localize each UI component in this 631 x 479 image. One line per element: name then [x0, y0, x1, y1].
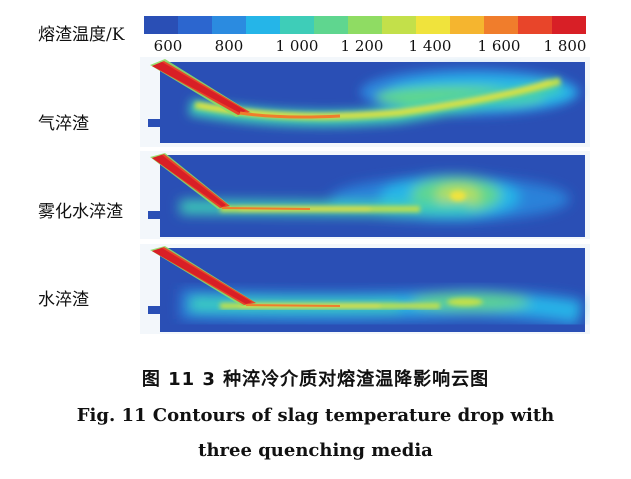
- temperature-colorbar: [144, 16, 586, 34]
- colorbar-segment: [450, 16, 484, 34]
- colorbar-tick: 600: [153, 37, 183, 55]
- colorbar-tick: 1 400: [408, 37, 452, 55]
- contour-panel-water-quench: [140, 244, 590, 334]
- panel-label-gas-quench: 气淬渣: [38, 114, 89, 134]
- colorbar-segment: [552, 16, 586, 34]
- colorbar-tick: 800: [214, 37, 244, 55]
- colorbar-tick: 1 800: [543, 37, 587, 55]
- colorbar-segment: [280, 16, 314, 34]
- colorbar-tick: 1 600: [477, 37, 521, 55]
- colorbar-segment: [416, 16, 450, 34]
- contour-panel-gas-quench: [140, 57, 590, 147]
- figure-caption-chinese: 图 11 3 种淬冷介质对熔渣温降影响云图: [141, 369, 490, 390]
- panel-label-atomized-water-quench: 雾化水淬渣: [38, 202, 123, 222]
- colorbar-segment: [212, 16, 246, 34]
- legend-title: 熔渣温度/K: [38, 25, 125, 45]
- colorbar-segment: [314, 16, 348, 34]
- colorbar-segment: [144, 16, 178, 34]
- colorbar-tick: 1 000: [275, 37, 319, 55]
- colorbar-segment: [178, 16, 212, 34]
- colorbar-segment: [246, 16, 280, 34]
- colorbar-segment: [348, 16, 382, 34]
- panel-label-water-quench: 水淬渣: [38, 290, 89, 310]
- colorbar-segment: [484, 16, 518, 34]
- figure-caption-english-line1: Fig. 11 Contours of slag temperature dro…: [76, 405, 555, 426]
- colorbar-segment: [382, 16, 416, 34]
- colorbar-tick: 1 200: [340, 37, 384, 55]
- figure-caption-english-line2: three quenching media: [198, 440, 433, 461]
- colorbar-segment: [518, 16, 552, 34]
- contour-panel-atomized-water-quench: [140, 151, 590, 239]
